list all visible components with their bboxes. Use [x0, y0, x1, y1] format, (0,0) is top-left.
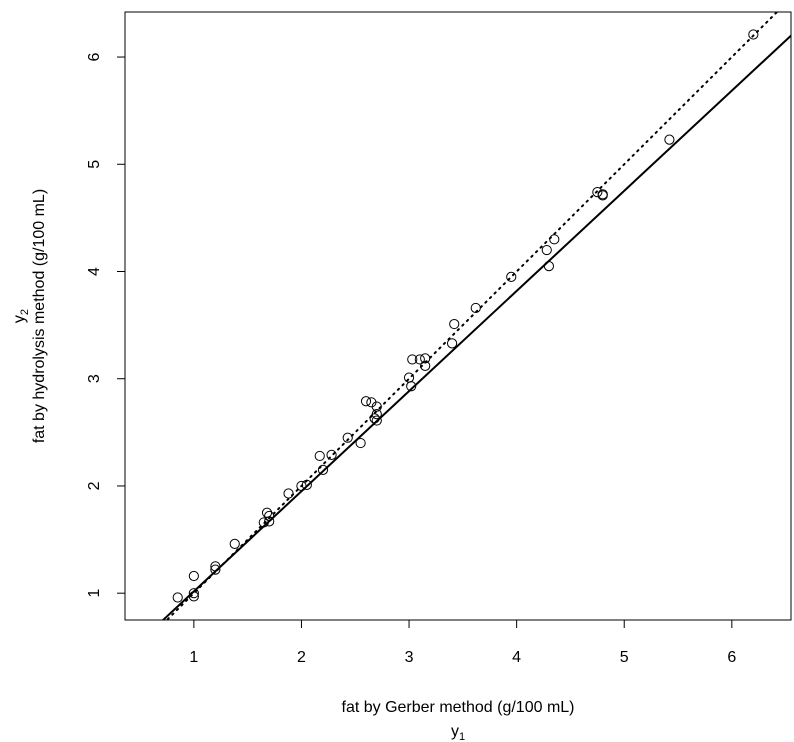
x-tick-label: 1	[189, 649, 198, 666]
data-point	[188, 570, 199, 582]
data-point	[506, 271, 517, 282]
data-point	[317, 464, 329, 475]
y-axis-symbol-base: y	[11, 315, 28, 323]
data-point	[541, 244, 552, 256]
data-point	[371, 409, 382, 420]
dotted-line	[165, 12, 779, 620]
x-axis-label: fat by Gerber method (g/100 mL)	[342, 699, 575, 716]
data-point	[210, 561, 221, 572]
data-point	[597, 190, 608, 201]
data-point	[264, 510, 275, 522]
x-tick-label: 5	[620, 649, 629, 666]
x-tick-label: 6	[727, 649, 736, 666]
y-axis-label: fat by hydrolysis method (g/100 mL)	[31, 189, 48, 443]
data-point	[446, 338, 458, 349]
data-point	[172, 592, 183, 603]
data-point	[188, 588, 199, 599]
x-axis-symbol: y1	[451, 723, 465, 742]
x-axis-symbol-subscript: 1	[459, 731, 465, 742]
data-point	[301, 479, 312, 490]
fit-lines	[161, 12, 791, 620]
data-point	[261, 507, 273, 518]
data-point	[549, 234, 560, 245]
solid-fit-line	[161, 34, 791, 620]
data-point	[283, 488, 294, 499]
data-point	[420, 353, 431, 364]
y-tick-label: 1	[86, 589, 103, 598]
y-tick-label: 4	[86, 267, 103, 276]
data-point	[543, 261, 555, 272]
data-point	[420, 360, 431, 371]
data-points	[172, 29, 759, 603]
data-point	[342, 432, 353, 443]
y-axis: 1 2 3 4 5 6	[86, 52, 126, 598]
data-point	[360, 396, 372, 407]
data-point	[664, 134, 675, 145]
data-point	[403, 372, 415, 383]
data-point	[371, 415, 382, 426]
y-tick-label: 2	[86, 481, 103, 490]
x-tick-label: 4	[512, 649, 521, 666]
y-tick-label: 3	[86, 374, 103, 383]
x-tick-label: 3	[405, 649, 414, 666]
data-point	[210, 564, 221, 575]
data-point	[229, 538, 240, 549]
data-point	[748, 29, 759, 40]
plot-frame	[124, 11, 792, 621]
data-point	[355, 437, 366, 449]
y-axis-symbol-subscript: 2	[19, 309, 31, 315]
data-point	[592, 187, 603, 198]
y-tick-label: 5	[86, 160, 103, 169]
data-point	[414, 354, 425, 365]
data-point	[406, 381, 417, 392]
y-axis-symbol: y2	[11, 309, 31, 323]
data-point	[449, 318, 460, 330]
data-point	[470, 302, 481, 314]
data-point	[371, 401, 382, 412]
data-point	[314, 450, 325, 462]
data-point	[326, 449, 337, 460]
x-axis: 1 2 3 4 5 6	[189, 619, 736, 666]
data-point	[258, 517, 269, 528]
data-point	[296, 480, 307, 492]
data-point	[264, 516, 275, 527]
x-axis-symbol-base: y	[451, 723, 459, 740]
y-tick-label: 6	[86, 52, 103, 61]
data-point	[188, 591, 199, 602]
data-point	[407, 354, 418, 365]
x-tick-label: 2	[297, 649, 306, 666]
